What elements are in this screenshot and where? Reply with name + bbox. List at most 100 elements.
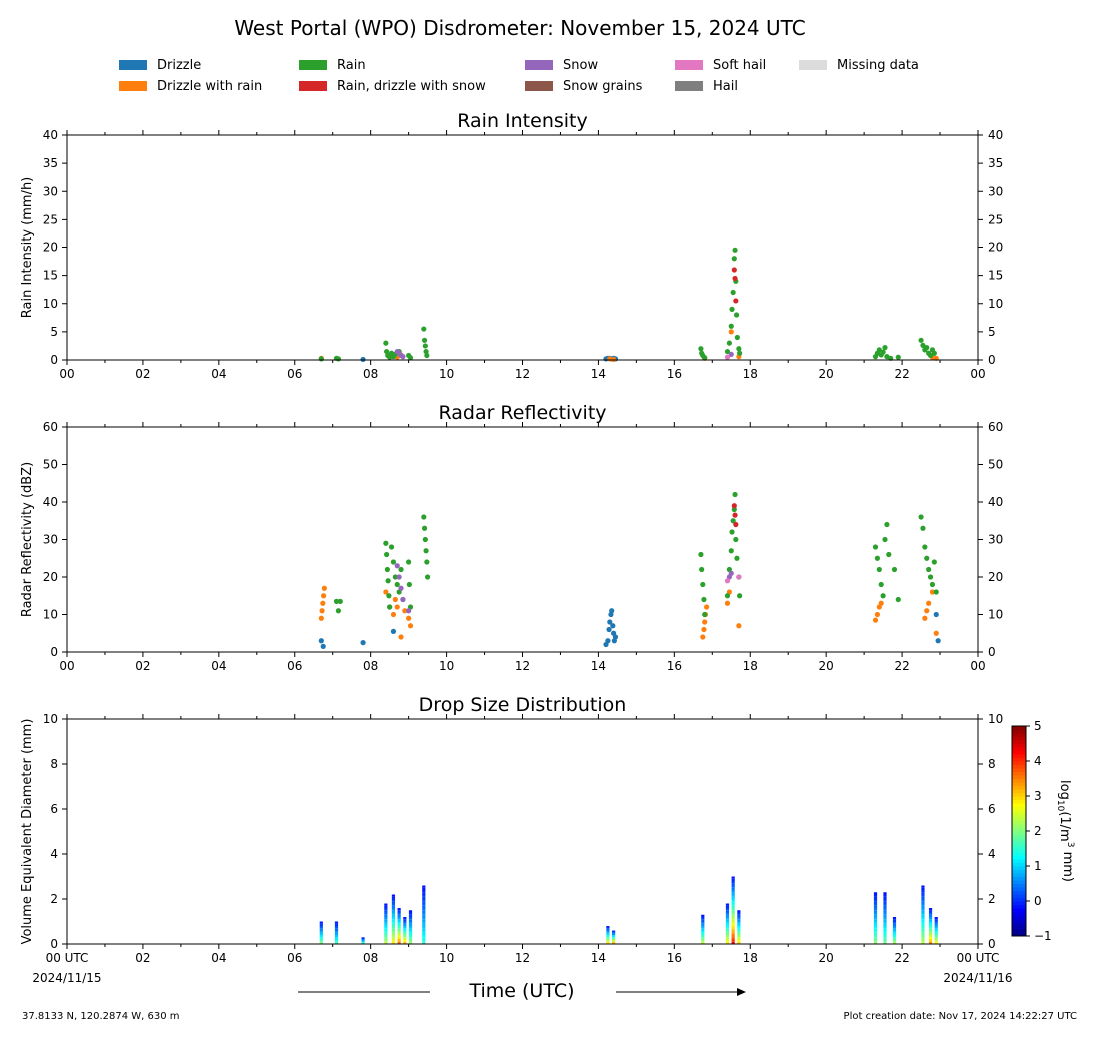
dsd-cell [397,932,401,935]
data-point [878,581,884,588]
y-tick-label-right: 4 [988,847,996,861]
colorbar-segment [1012,876,1026,881]
data-point [610,623,616,629]
dsd-cell [731,921,735,924]
colorbar-segment [1012,799,1026,804]
data-point [605,638,611,644]
colorbar-segment [1012,880,1026,884]
data-point [922,544,928,550]
dsd-cell [928,939,933,942]
legend-swatch [299,60,327,70]
data-point [423,548,429,554]
data-point [876,566,882,573]
dsd-cell [921,887,925,890]
colorbar-segment [1012,855,1026,860]
data-point [728,548,734,554]
dsd-cell [873,894,878,897]
dsd-cell [422,914,426,917]
y-tick-label-right: 0 [988,353,996,367]
dsd-cell [397,937,401,940]
legend-item: Drizzle with rain [119,79,262,95]
data-point [609,608,615,614]
data-point [726,340,732,346]
dsd-cell [397,908,401,911]
dsd-cell [731,887,735,890]
dsd-cell [892,923,897,926]
dsd-cell [408,941,413,944]
x-axis-arrows [298,988,746,996]
dsd-cell [422,896,426,899]
data-point [924,608,930,614]
colorbar-segment [1012,813,1026,818]
x-tick-label: 16 [667,951,682,965]
colorbar-segment [1012,729,1026,734]
y-tick-label: 10 [43,297,58,311]
dsd-cell [934,941,938,944]
data-point [728,351,734,357]
dsd-cell [701,928,705,931]
dsd-cell [921,910,925,913]
colorbar-segment [1012,848,1026,853]
dsd-cell [883,912,887,915]
panel-title: Radar Reflectivity [438,402,606,424]
dsd-cell [873,912,878,915]
x-tick-label: 14 [591,367,606,381]
dsd-cell [883,939,887,942]
dsd-cell [737,937,741,940]
y-tick-label-right: 5 [988,325,996,339]
data-point [731,256,737,262]
colorbar-segment [1012,894,1026,898]
dsd-cell [928,914,933,917]
colorbar-segment [1012,782,1026,786]
dsd-cell [921,908,925,911]
data-point [394,563,400,569]
data-point [383,340,389,346]
colorbar-segment [1012,838,1026,842]
y-tick-label-right: 8 [988,757,996,771]
y-tick-label-right: 10 [988,297,1003,311]
data-point [876,347,882,353]
dsd-cell [921,905,925,908]
dsd-cell [883,914,887,917]
legend-item: Snow grains [525,79,642,95]
dsd-cell [737,921,741,924]
x-tick-label: 02 [135,659,150,673]
dsd-cell [408,926,413,929]
dsd-cell [892,932,897,935]
legend-label: Rain [337,58,366,73]
data-point [933,611,939,618]
dsd-cell [725,903,730,906]
dsd-cell [883,903,887,906]
dsd-cell [921,894,925,897]
dsd-cell [391,908,396,911]
dsd-cell [873,905,878,908]
dsd-cell [319,939,323,942]
dsd-cell [384,910,388,913]
dsd-cell [934,917,938,920]
data-point [926,600,932,606]
y-tick-label: 0 [50,645,58,659]
x-tick-label: 00 [970,367,985,381]
dsd-cell [384,905,388,908]
dsd-cell [384,935,388,938]
x-axis-label: Time (UTC) [469,980,575,1002]
colorbar-segment [1012,761,1026,765]
dsd-cell [873,928,878,931]
data-point [384,551,390,558]
x-tick-label: 06 [287,951,302,965]
x-tick-label: 08 [363,367,378,381]
dsd-cell [391,896,396,899]
dsd-cell [391,921,396,924]
x-tick-label: 04 [211,659,226,673]
page-title: West Portal (WPO) Disdrometer: November … [234,16,806,40]
x-tick-label: 00 UTC [46,951,89,965]
legend-label: Drizzle [157,58,202,73]
dsd-cell [921,926,925,929]
y-tick-label: 10 [43,712,58,726]
dsd-cell [873,935,878,938]
colorbar-tick-label: 0 [1034,894,1042,908]
dsd-cell [873,926,878,929]
y-tick-label: 0 [50,353,58,367]
dsd-cell [422,894,426,897]
data-point [360,356,366,363]
